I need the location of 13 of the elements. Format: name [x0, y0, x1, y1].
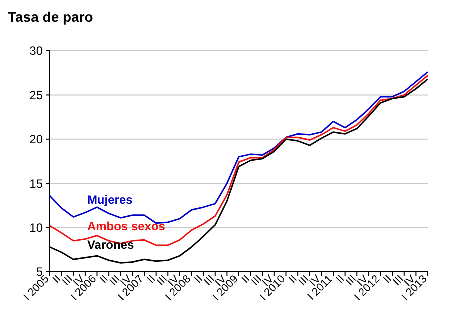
y-tick-label: 25: [30, 88, 44, 102]
x-tick-label: II: [382, 273, 394, 286]
y-tick-label: 15: [30, 176, 44, 191]
series-label: Varones: [87, 238, 134, 252]
chart-title: Tasa de paro: [8, 9, 94, 25]
series-label: Ambos sexos: [87, 219, 166, 234]
x-tick-label: II: [287, 273, 300, 286]
series-label: Mujeres: [87, 192, 134, 207]
y-tick-label: 10: [30, 221, 44, 235]
x-tick-label: II: [98, 273, 111, 286]
x-tick-label: II: [192, 273, 206, 286]
y-tick-label: 30: [30, 44, 44, 58]
y-tick-label: 20: [30, 132, 44, 147]
